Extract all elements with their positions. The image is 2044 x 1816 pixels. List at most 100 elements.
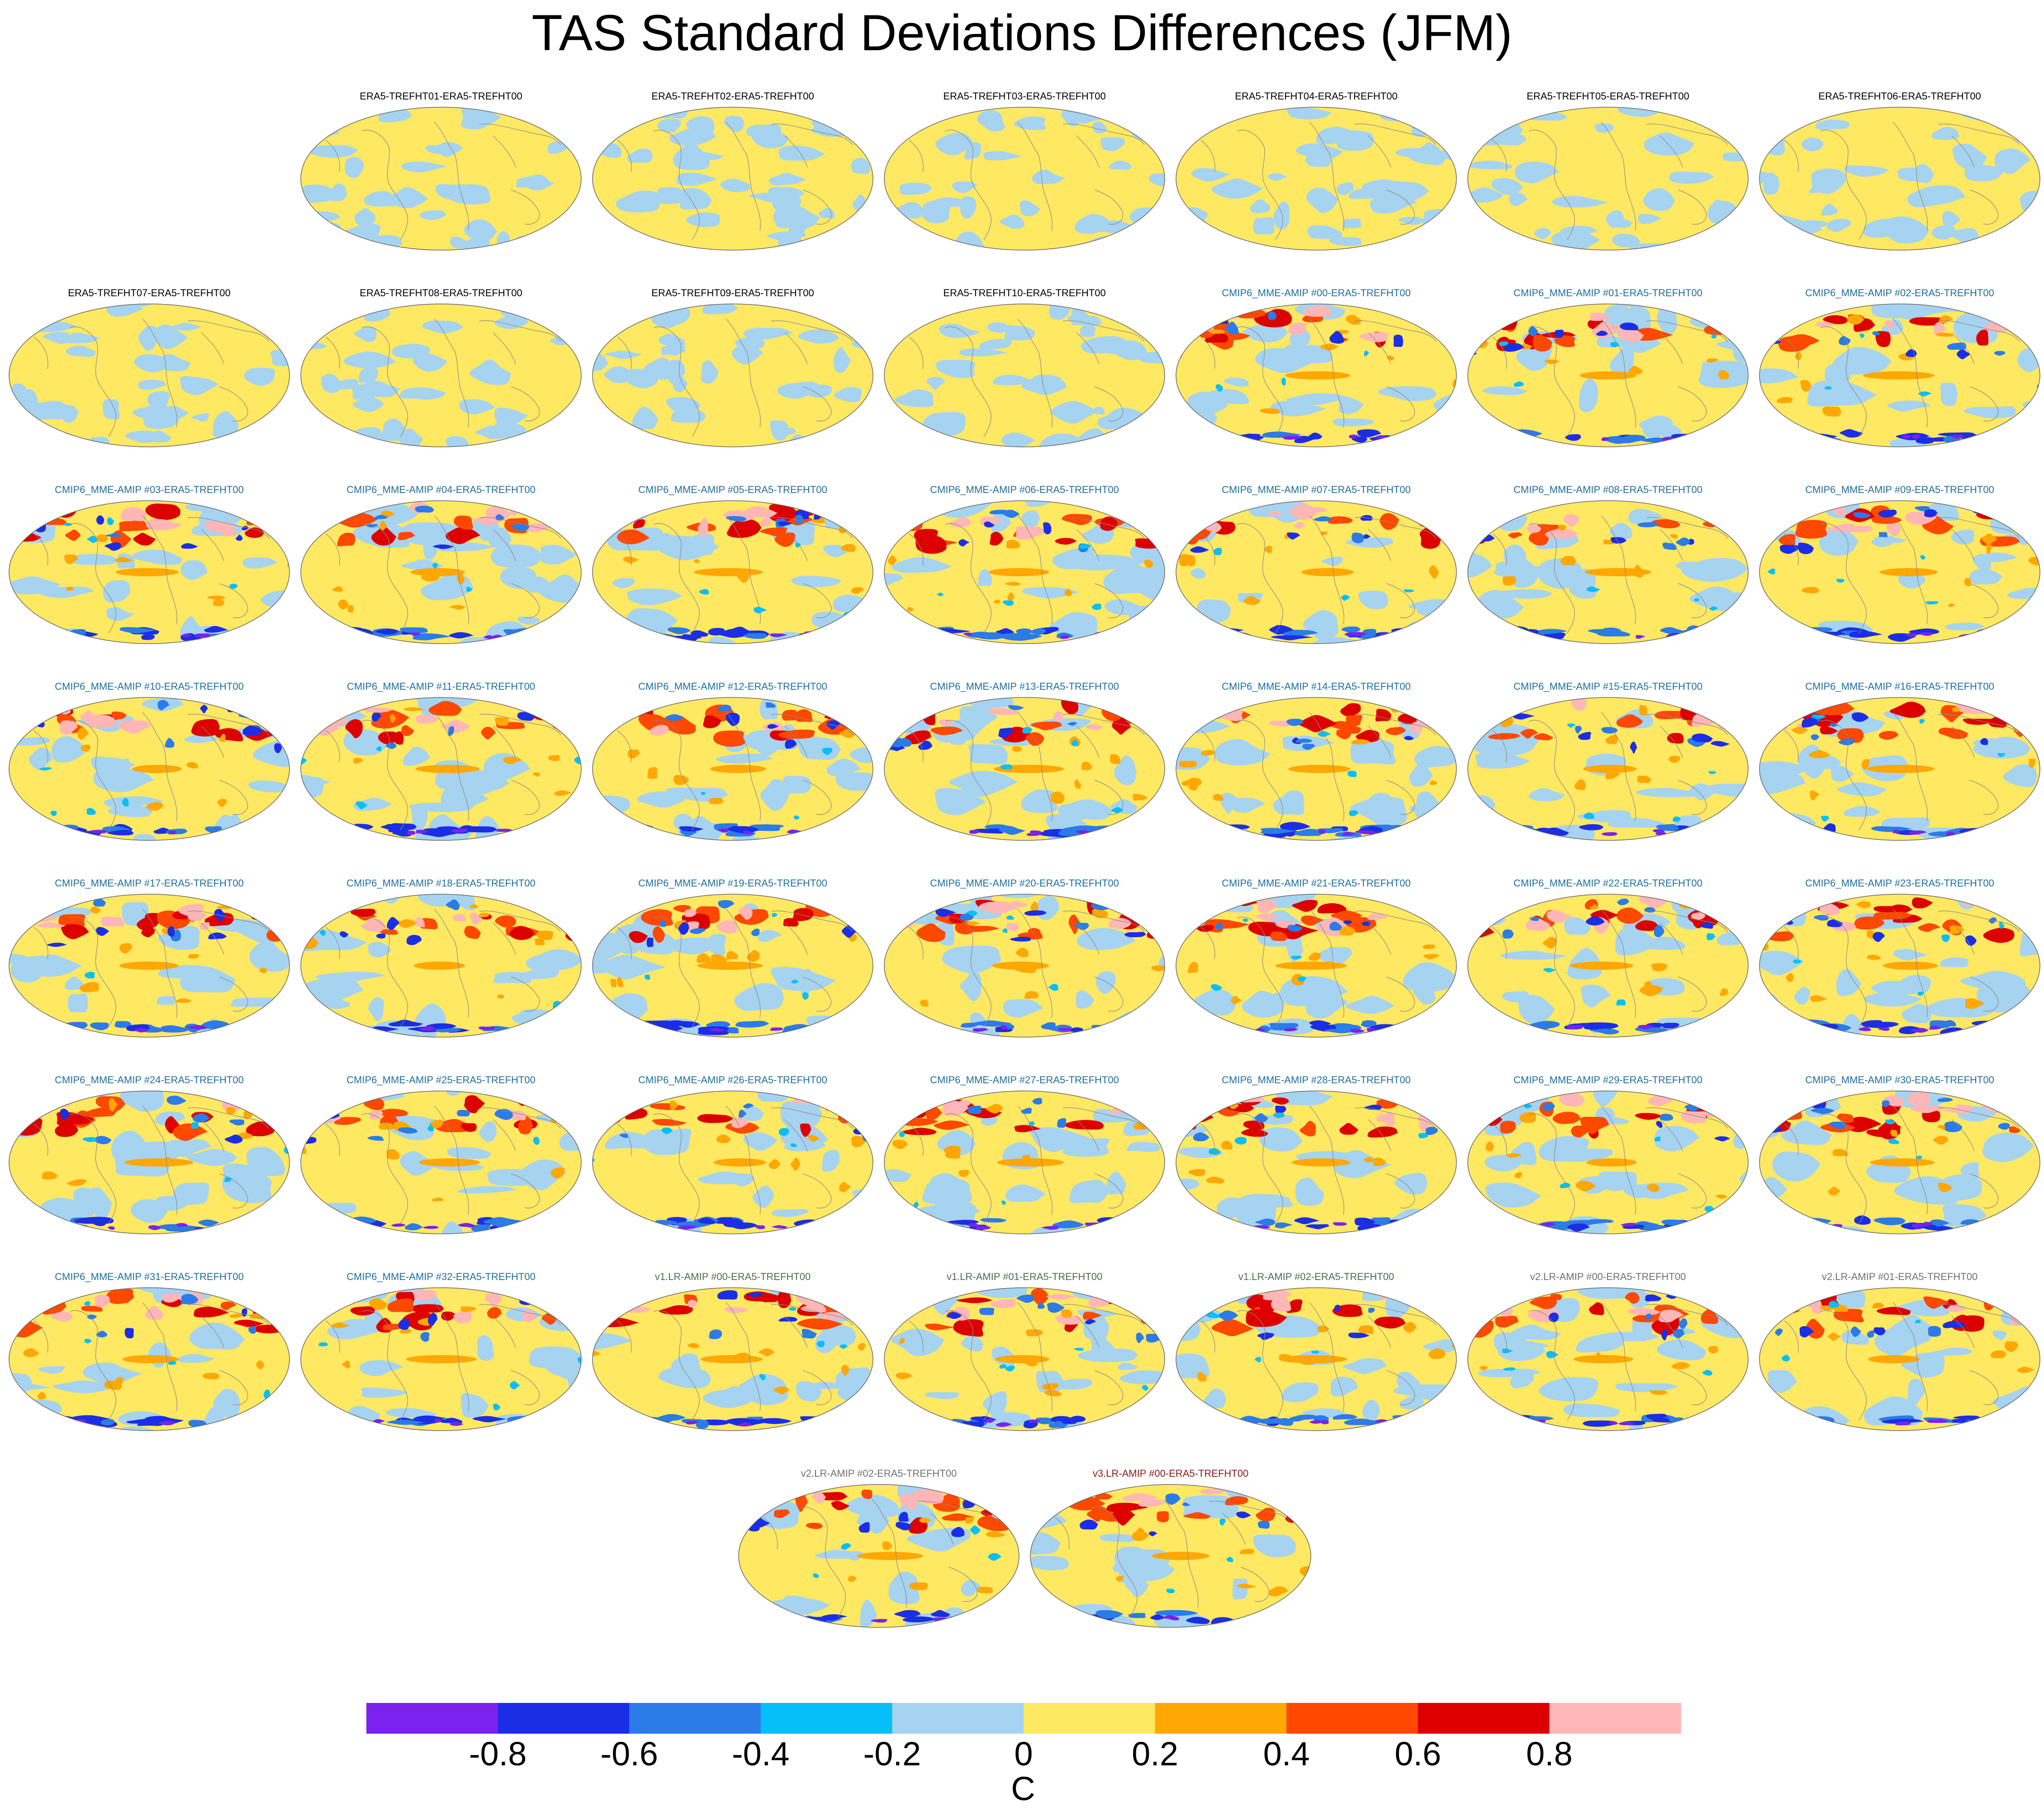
anomaly-patch [1021, 377, 1067, 395]
anomaly-patch [461, 1123, 477, 1132]
anomaly-patch [1616, 999, 1626, 1006]
anomaly-patch [1275, 1105, 1287, 1114]
anomaly-patch [778, 145, 825, 161]
anomaly-patch [1831, 766, 1854, 782]
anomaly-patch [1596, 331, 1608, 336]
coastline [1678, 190, 1707, 225]
anomaly-patch [686, 1421, 699, 1425]
anomaly-patch [398, 1127, 417, 1134]
anomaly-patch [1333, 1150, 1391, 1179]
anomaly-patch [969, 830, 981, 834]
anomaly-patch [1123, 1493, 1160, 1501]
anomaly-patch [1820, 726, 1838, 735]
anomaly-patch [1343, 1358, 1387, 1374]
panel-label: CMIP6_MME-AMIP #00-ERA5-TREFHT00 [1222, 287, 1411, 299]
anomaly-patch [1343, 920, 1352, 925]
anomaly-patch [533, 772, 541, 777]
enso-tongue [415, 765, 480, 773]
coastline [802, 386, 832, 422]
anomaly-patch [1209, 329, 1225, 334]
anomaly-patch [680, 830, 697, 836]
anomaly-patch [85, 972, 95, 979]
coastline [187, 517, 270, 561]
coastline [726, 515, 761, 625]
anomaly-patch [851, 1136, 865, 1147]
anomaly-patch [141, 927, 155, 938]
colorbar-tick-label: 0.6 [1394, 1735, 1442, 1773]
anomaly-patch [627, 588, 683, 606]
coastline [1309, 909, 1344, 1018]
anomaly-patch [977, 110, 1005, 132]
anomaly-patch [1215, 384, 1223, 392]
anomaly-patch [95, 534, 108, 542]
panel-label: CMIP6_MME-AMIP #09-ERA5-TREFHT00 [1805, 484, 1994, 495]
anomaly-patch [1510, 1370, 1534, 1389]
anomaly-patch [1100, 137, 1125, 151]
anomaly-patch [1069, 1180, 1109, 1204]
coastline [909, 533, 924, 566]
map-panel: CMIP6_MME-AMIP #23-ERA5-TREFHT00 [1757, 877, 2042, 1040]
anomaly-patch [1188, 782, 1198, 791]
anomaly-patch [989, 509, 1008, 515]
anomaly-patch [1594, 123, 1614, 133]
anomaly-patch [1158, 954, 1165, 968]
anomaly-patch [1022, 587, 1079, 599]
coastline [1017, 318, 1053, 428]
anomaly-patch [1994, 351, 2006, 356]
anomaly-patch [495, 915, 517, 928]
panel-label: v3.LR-AMIP #00-ERA5-TREFHT00 [1092, 1468, 1249, 1479]
map-plot [9, 697, 290, 841]
panel-label: ERA5-TREFHT02-ERA5-TREFHT00 [651, 90, 814, 102]
coastline [1601, 712, 1636, 821]
map-panel: CMIP6_MME-AMIP #13-ERA5-TREFHT00 [882, 681, 1167, 844]
anomaly-patch [1907, 185, 1966, 208]
anomaly-patch [820, 1312, 853, 1319]
coastline [1354, 1304, 1437, 1348]
anomaly-patch [130, 519, 147, 530]
map-plot [1759, 303, 2040, 447]
anomaly-patch [509, 1381, 520, 1389]
anomaly-patch [400, 1151, 440, 1176]
anomaly-patch [242, 526, 249, 531]
panel-label: CMIP6_MME-AMIP #24-ERA5-TREFHT00 [55, 1074, 244, 1086]
anomaly-patch [398, 1318, 410, 1330]
anomaly-patch [120, 507, 147, 522]
anomaly-patch [1508, 532, 1522, 539]
coastline [1386, 1370, 1415, 1405]
anomaly-patch [1052, 547, 1096, 569]
coastline [434, 909, 469, 1018]
colorbar-box [1549, 1703, 1681, 1734]
anomaly-patch [807, 1135, 820, 1142]
anomaly-patch [1026, 832, 1040, 836]
anomaly-patch [466, 587, 473, 592]
anomaly-patch [67, 1179, 87, 1186]
anomaly-patch [1692, 733, 1713, 743]
anomaly-patch [922, 1178, 972, 1204]
anomaly-patch [1055, 538, 1077, 545]
coastline [1528, 523, 1575, 634]
anomaly-patch [192, 1113, 210, 1123]
anomaly-patch [604, 1132, 654, 1149]
anomaly-patch [1644, 1313, 1653, 1319]
anomaly-patch [578, 1357, 581, 1364]
anomaly-patch [464, 1096, 478, 1114]
anomaly-patch [1529, 1021, 1560, 1029]
coastline [1492, 1124, 1507, 1156]
map-plot [884, 500, 1165, 644]
coastline [479, 320, 561, 365]
map-panel: CMIP6_MME-AMIP #04-ERA5-TREFHT00 [299, 484, 583, 647]
anomaly-patch [717, 1290, 738, 1300]
anomaly-patch [1851, 712, 1869, 722]
anomaly-patch [1338, 396, 1364, 414]
anomaly-patch [460, 826, 498, 833]
anomaly-patch [1516, 346, 1552, 371]
anomaly-patch [1940, 957, 1968, 967]
anomaly-patch [106, 533, 121, 537]
anomaly-patch [160, 1025, 191, 1033]
map-plot [9, 1287, 290, 1431]
colorbar-box [1155, 1703, 1287, 1734]
map-outline [1467, 1287, 1749, 1431]
anomaly-patch [1268, 311, 1277, 320]
coastline [945, 523, 991, 634]
anomaly-patch [463, 237, 490, 249]
